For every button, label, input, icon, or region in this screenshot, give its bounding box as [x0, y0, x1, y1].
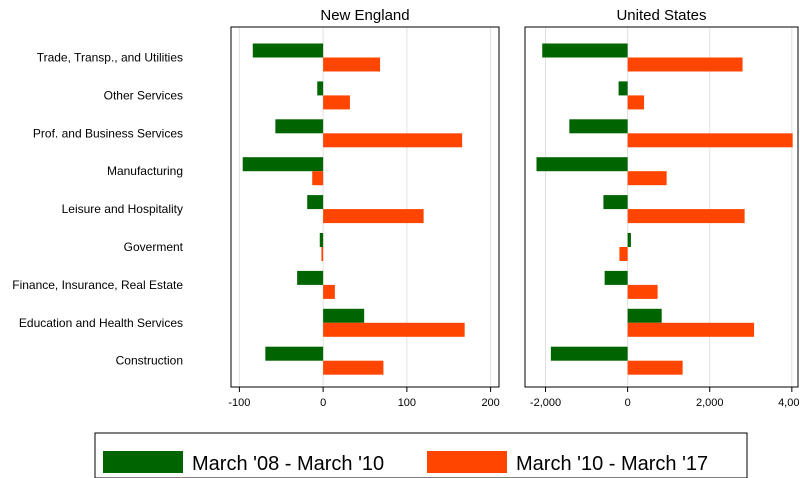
- panel-title: United States: [616, 7, 706, 24]
- plot-frame: [524, 26, 799, 388]
- bar-series2: [323, 57, 381, 72]
- category-label: Education and Health Services: [19, 316, 183, 330]
- panel-0: New England -100 0 100 200: [228, 7, 499, 409]
- category-label: Leisure and Hospitality: [62, 202, 183, 216]
- bar-series2: [323, 284, 335, 299]
- category-label: Construction: [116, 354, 183, 368]
- x-tick-label: 2,000: [696, 397, 724, 409]
- bar-series1: [307, 195, 324, 210]
- bar-series1: [550, 346, 628, 361]
- bar-series2: [627, 284, 658, 299]
- bar-series1: [319, 233, 324, 247]
- x-tick-label: -100: [228, 397, 250, 409]
- category-label: Goverment: [124, 240, 184, 254]
- bar-series1: [618, 81, 628, 96]
- legend-box: [94, 432, 748, 478]
- bar-series1: [536, 157, 628, 172]
- x-tick-label: -2,000: [530, 397, 561, 409]
- bar-series2: [627, 133, 793, 148]
- plot-frame: [230, 26, 500, 388]
- category-label: Prof. and Business Services: [33, 126, 183, 140]
- x-tick-label: 100: [398, 397, 416, 409]
- bar-series1: [265, 346, 324, 361]
- bar-series2: [627, 209, 745, 224]
- bar-series2: [312, 171, 324, 186]
- bar-series1: [297, 270, 324, 285]
- bar-series1: [603, 195, 628, 210]
- legend-swatch: [103, 451, 183, 473]
- legend-swatch: [427, 451, 507, 473]
- bar-series2: [323, 360, 384, 375]
- bar-series2: [627, 171, 667, 186]
- panel-1: United States -2,000 0 2,000 4,000: [524, 7, 800, 409]
- x-tick-label: 4,000: [778, 397, 800, 409]
- bar-series2: [627, 57, 743, 72]
- x-tick-label: 200: [481, 397, 499, 409]
- panel-title: New England: [320, 7, 409, 24]
- bar-series1: [604, 270, 628, 285]
- bar-series1: [317, 81, 324, 96]
- bar-series1: [252, 43, 324, 58]
- x-tick-label: 0: [625, 397, 631, 409]
- category-label: Other Services: [104, 88, 183, 102]
- bar-series2: [627, 95, 645, 110]
- bar-series2: [619, 247, 628, 261]
- bar-series1: [275, 119, 324, 134]
- bar-series2: [323, 95, 350, 110]
- x-tick-label: 0: [320, 397, 326, 409]
- bar-series2: [627, 360, 683, 375]
- chart-panels: New England -100 0 100 200 United States -2,00…: [228, 7, 800, 409]
- category-labels: Trade, Transp., and Utilities Other Servi…: [12, 51, 183, 368]
- bar-series1: [323, 308, 365, 323]
- legend: March '08 - March '10 March '10 - March '…: [94, 432, 748, 478]
- bar-series2: [321, 247, 324, 261]
- bar-series2: [323, 133, 463, 148]
- bar-series1: [569, 119, 628, 134]
- bar-series1: [242, 157, 324, 172]
- legend-label: March '10 - March '17: [516, 453, 708, 475]
- bar-series2: [627, 322, 755, 337]
- category-label: Manufacturing: [107, 164, 183, 178]
- bar-series1: [542, 43, 628, 58]
- category-label: Trade, Transp., and Utilities: [37, 51, 183, 65]
- bar-series2: [323, 209, 424, 224]
- legend-label: March '08 - March '10: [192, 453, 384, 475]
- bar-series1: [627, 233, 631, 247]
- bar-series1: [627, 308, 662, 323]
- category-label: Finance, Insurance, Real Estate: [12, 278, 183, 292]
- bar-series2: [323, 322, 465, 337]
